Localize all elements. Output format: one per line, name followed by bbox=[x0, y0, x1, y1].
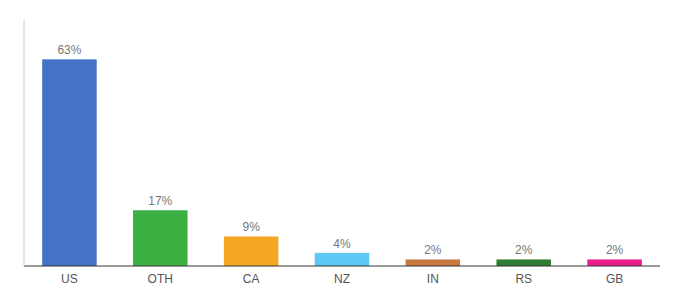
x-tick-label: RS bbox=[515, 272, 532, 286]
x-tick-label: US bbox=[61, 272, 78, 286]
bar bbox=[496, 259, 551, 266]
bar bbox=[587, 259, 642, 266]
x-tick-label: CA bbox=[243, 272, 260, 286]
bar bbox=[42, 59, 97, 266]
y-axis-line bbox=[24, 20, 25, 266]
data-label: 2% bbox=[606, 243, 624, 257]
x-tick-label: NZ bbox=[334, 272, 350, 286]
bar bbox=[133, 210, 188, 266]
data-label: 4% bbox=[333, 237, 351, 251]
bar bbox=[406, 259, 461, 266]
data-label: 2% bbox=[515, 243, 533, 257]
axes: US OTH CA NZ IN RS GB bbox=[24, 20, 660, 286]
x-axis-line bbox=[24, 266, 660, 267]
data-label: 2% bbox=[424, 243, 442, 257]
bar bbox=[315, 253, 370, 266]
data-label: 9% bbox=[242, 220, 260, 234]
x-tick-label: GB bbox=[606, 272, 623, 286]
chart-container: US OTH CA NZ IN RS GB 63% 17% 9% 4% 2% 2% 2% bbox=[0, 0, 680, 300]
x-tick-label: OTH bbox=[148, 272, 173, 286]
x-tick-label: IN bbox=[427, 272, 439, 286]
data-label: 63% bbox=[57, 43, 81, 57]
data-labels: 63% 17% 9% 4% 2% 2% 2% bbox=[57, 43, 623, 257]
chart-svg: US OTH CA NZ IN RS GB 63% 17% 9% 4% 2% 2% 2% bbox=[0, 0, 680, 300]
data-label: 17% bbox=[148, 194, 172, 208]
bars bbox=[42, 59, 642, 266]
bar bbox=[224, 236, 279, 266]
